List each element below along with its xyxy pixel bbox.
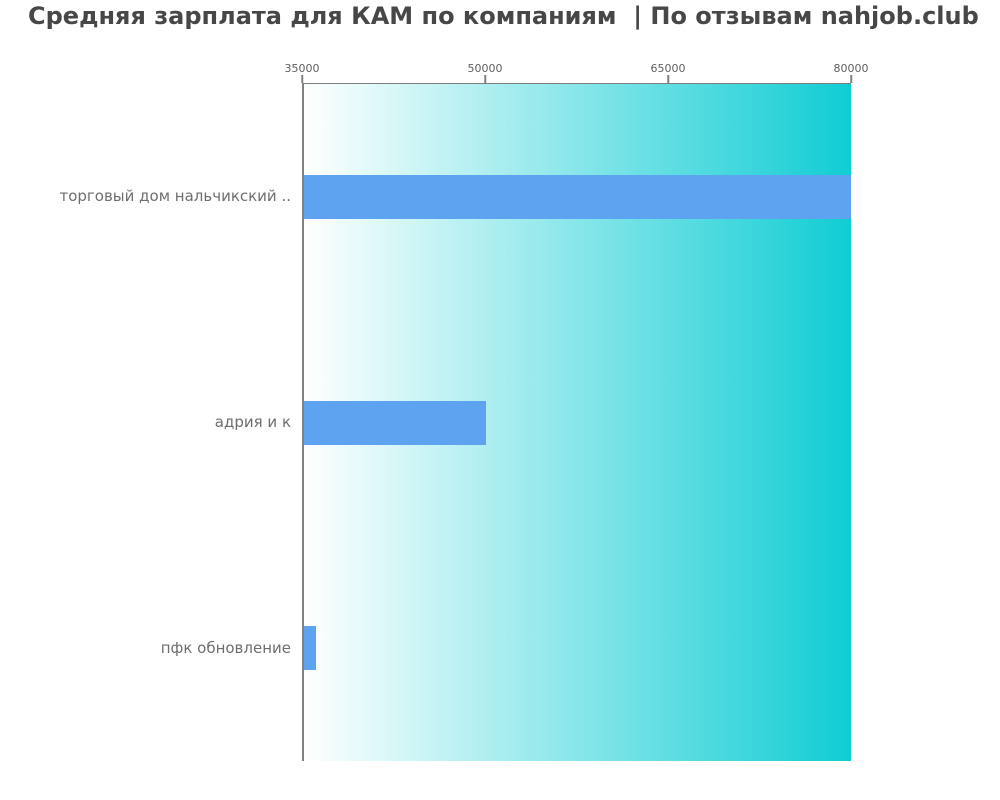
category-label-2: пфк обновление (160, 638, 291, 657)
x-axis: 35000 50000 65000 80000 (285, 59, 869, 83)
plot-area (302, 83, 851, 761)
chart-title: Средняя зарплата для КАМ по компаниям | … (28, 2, 979, 30)
bar-0 (304, 174, 851, 219)
x-tick-mark (667, 75, 669, 83)
bar-1 (304, 400, 487, 445)
x-tick-mark (484, 75, 486, 83)
x-tick-label: 80000 (833, 62, 869, 75)
category-labels: торговый дом нальчикский .. адрия и к пфк … (0, 83, 291, 761)
x-tick-mark (850, 75, 852, 83)
x-tick-label: 50000 (467, 62, 503, 75)
bar-2 (304, 626, 317, 671)
category-label-1: адрия и к (214, 412, 291, 431)
x-tick-label: 65000 (650, 62, 686, 75)
x-tick-mark (301, 75, 303, 83)
category-label-0: торговый дом нальчикский .. (59, 186, 291, 205)
x-tick-label: 35000 (284, 62, 320, 75)
